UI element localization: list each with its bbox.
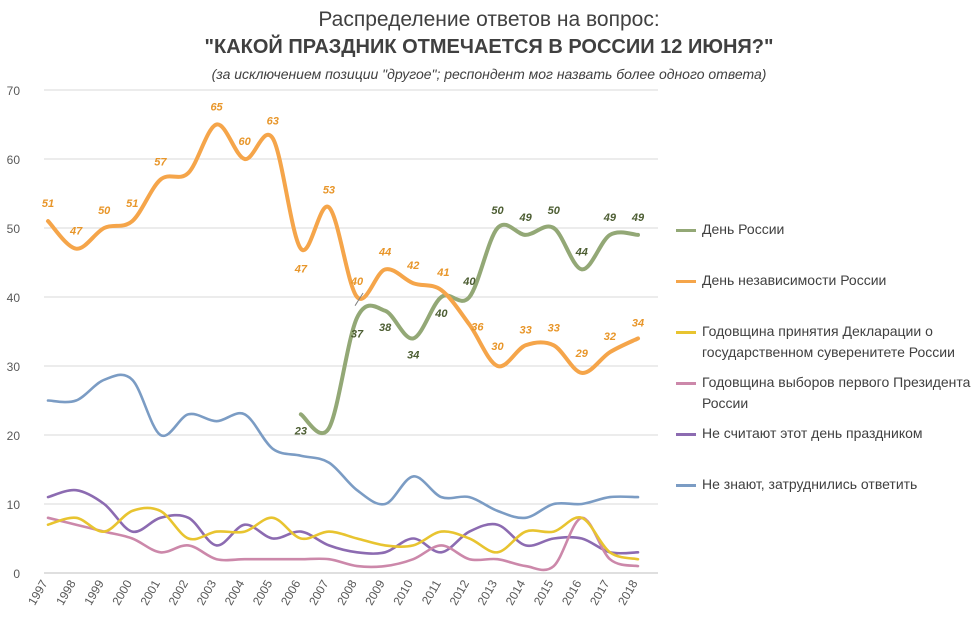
y-tick-label: 60 <box>7 153 21 167</box>
x-tick-label: 2008 <box>334 577 360 607</box>
x-tick-label: 2018 <box>615 577 641 607</box>
data-label: 63 <box>267 115 279 127</box>
data-label: 33 <box>548 322 560 334</box>
x-tick-label: 2013 <box>475 577 501 607</box>
data-label: 60 <box>239 136 252 148</box>
data-label: 57 <box>154 157 167 169</box>
data-label: 44 <box>575 246 588 258</box>
y-tick-label: 30 <box>7 360 21 374</box>
y-tick-label: 70 <box>7 84 21 98</box>
data-label: 44 <box>378 246 391 258</box>
data-label: 49 <box>603 212 617 224</box>
y-tick-label: 20 <box>7 429 21 443</box>
legend-swatch <box>676 382 696 385</box>
legend-label: Не знают, затруднились ответить <box>702 476 918 492</box>
x-tick-label: 2012 <box>447 577 473 607</box>
legend-label: День независимости России <box>702 272 887 288</box>
data-label: 34 <box>632 317 644 329</box>
data-label: 49 <box>518 212 532 224</box>
data-label: 23 <box>294 425 307 437</box>
y-tick-label: 10 <box>7 498 21 512</box>
data-label: 33 <box>519 324 531 336</box>
x-tick-label: 2016 <box>559 577 585 607</box>
x-tick-label: 2006 <box>278 577 304 607</box>
data-label: 37 <box>351 329 364 341</box>
data-label: 51 <box>42 198 54 210</box>
x-tick-label: 2003 <box>194 577 220 607</box>
data-label: 34 <box>407 349 419 361</box>
x-tick-label: 1997 <box>25 577 51 607</box>
data-label: 36 <box>471 322 484 334</box>
series-line <box>46 516 640 572</box>
y-tick-label: 40 <box>7 291 21 305</box>
data-label: 32 <box>604 331 616 343</box>
series-line <box>46 122 640 375</box>
x-tick-label: 2000 <box>109 577 135 607</box>
x-tick-label: 2005 <box>250 577 276 607</box>
legend-swatch <box>676 433 696 436</box>
data-label: 49 <box>631 212 645 224</box>
x-tick-label: 2015 <box>531 577 557 607</box>
data-label: 47 <box>69 226 83 238</box>
legend-label: Не считают этот день праздником <box>702 425 923 441</box>
data-label: 53 <box>323 184 335 196</box>
x-tick-label: 2004 <box>222 577 248 607</box>
data-label: 65 <box>210 102 223 114</box>
data-label: 41 <box>436 267 449 279</box>
series-line <box>298 222 640 436</box>
y-tick-label: 50 <box>7 222 21 236</box>
series-line <box>46 488 640 555</box>
legend-swatch <box>676 229 696 232</box>
legend-label: Годовщина принятия Декларации о государс… <box>702 323 955 360</box>
y-tick-label: 0 <box>13 567 20 581</box>
data-label: 50 <box>491 205 504 217</box>
label-leader-line <box>354 292 364 306</box>
data-label: 50 <box>98 205 111 217</box>
series-line <box>46 373 640 520</box>
x-tick-label: 2009 <box>362 577 388 607</box>
chart-subtitle: "КАКОЙ ПРАЗДНИК ОТМЕЧАЕТСЯ В РОССИИ 12 И… <box>204 36 774 58</box>
x-tick-label: 2011 <box>419 577 444 607</box>
x-tick-label: 2014 <box>503 577 529 607</box>
data-label: 47 <box>294 264 308 276</box>
data-label: 42 <box>406 260 419 272</box>
chart-note: (за исключением позиции "другое"; респон… <box>211 66 767 82</box>
data-label: 30 <box>491 341 504 353</box>
data-label: 50 <box>548 205 561 217</box>
data-label: 40 <box>350 276 364 288</box>
x-tick-label: 2001 <box>138 577 164 607</box>
data-label: 51 <box>126 198 138 210</box>
data-label: 38 <box>379 322 392 334</box>
x-tick-label: 1999 <box>81 577 107 607</box>
chart-title: Распределение ответов на вопрос: <box>318 8 660 31</box>
x-tick-label: 2010 <box>390 577 416 607</box>
x-tick-label: 2007 <box>306 577 332 607</box>
data-label: 40 <box>462 276 476 288</box>
legend-swatch <box>676 280 696 283</box>
data-label: 29 <box>575 348 589 360</box>
x-tick-label: 1998 <box>53 577 79 607</box>
legend-label: День России <box>702 221 785 237</box>
legend-swatch <box>676 484 696 487</box>
legend-label: Годовщина выборов первого Президента Рос… <box>702 374 971 411</box>
x-tick-label: 2002 <box>166 577 192 607</box>
data-label: 40 <box>434 308 448 320</box>
series-line <box>46 506 640 561</box>
legend-swatch <box>676 331 696 334</box>
x-tick-label: 2017 <box>587 577 613 607</box>
